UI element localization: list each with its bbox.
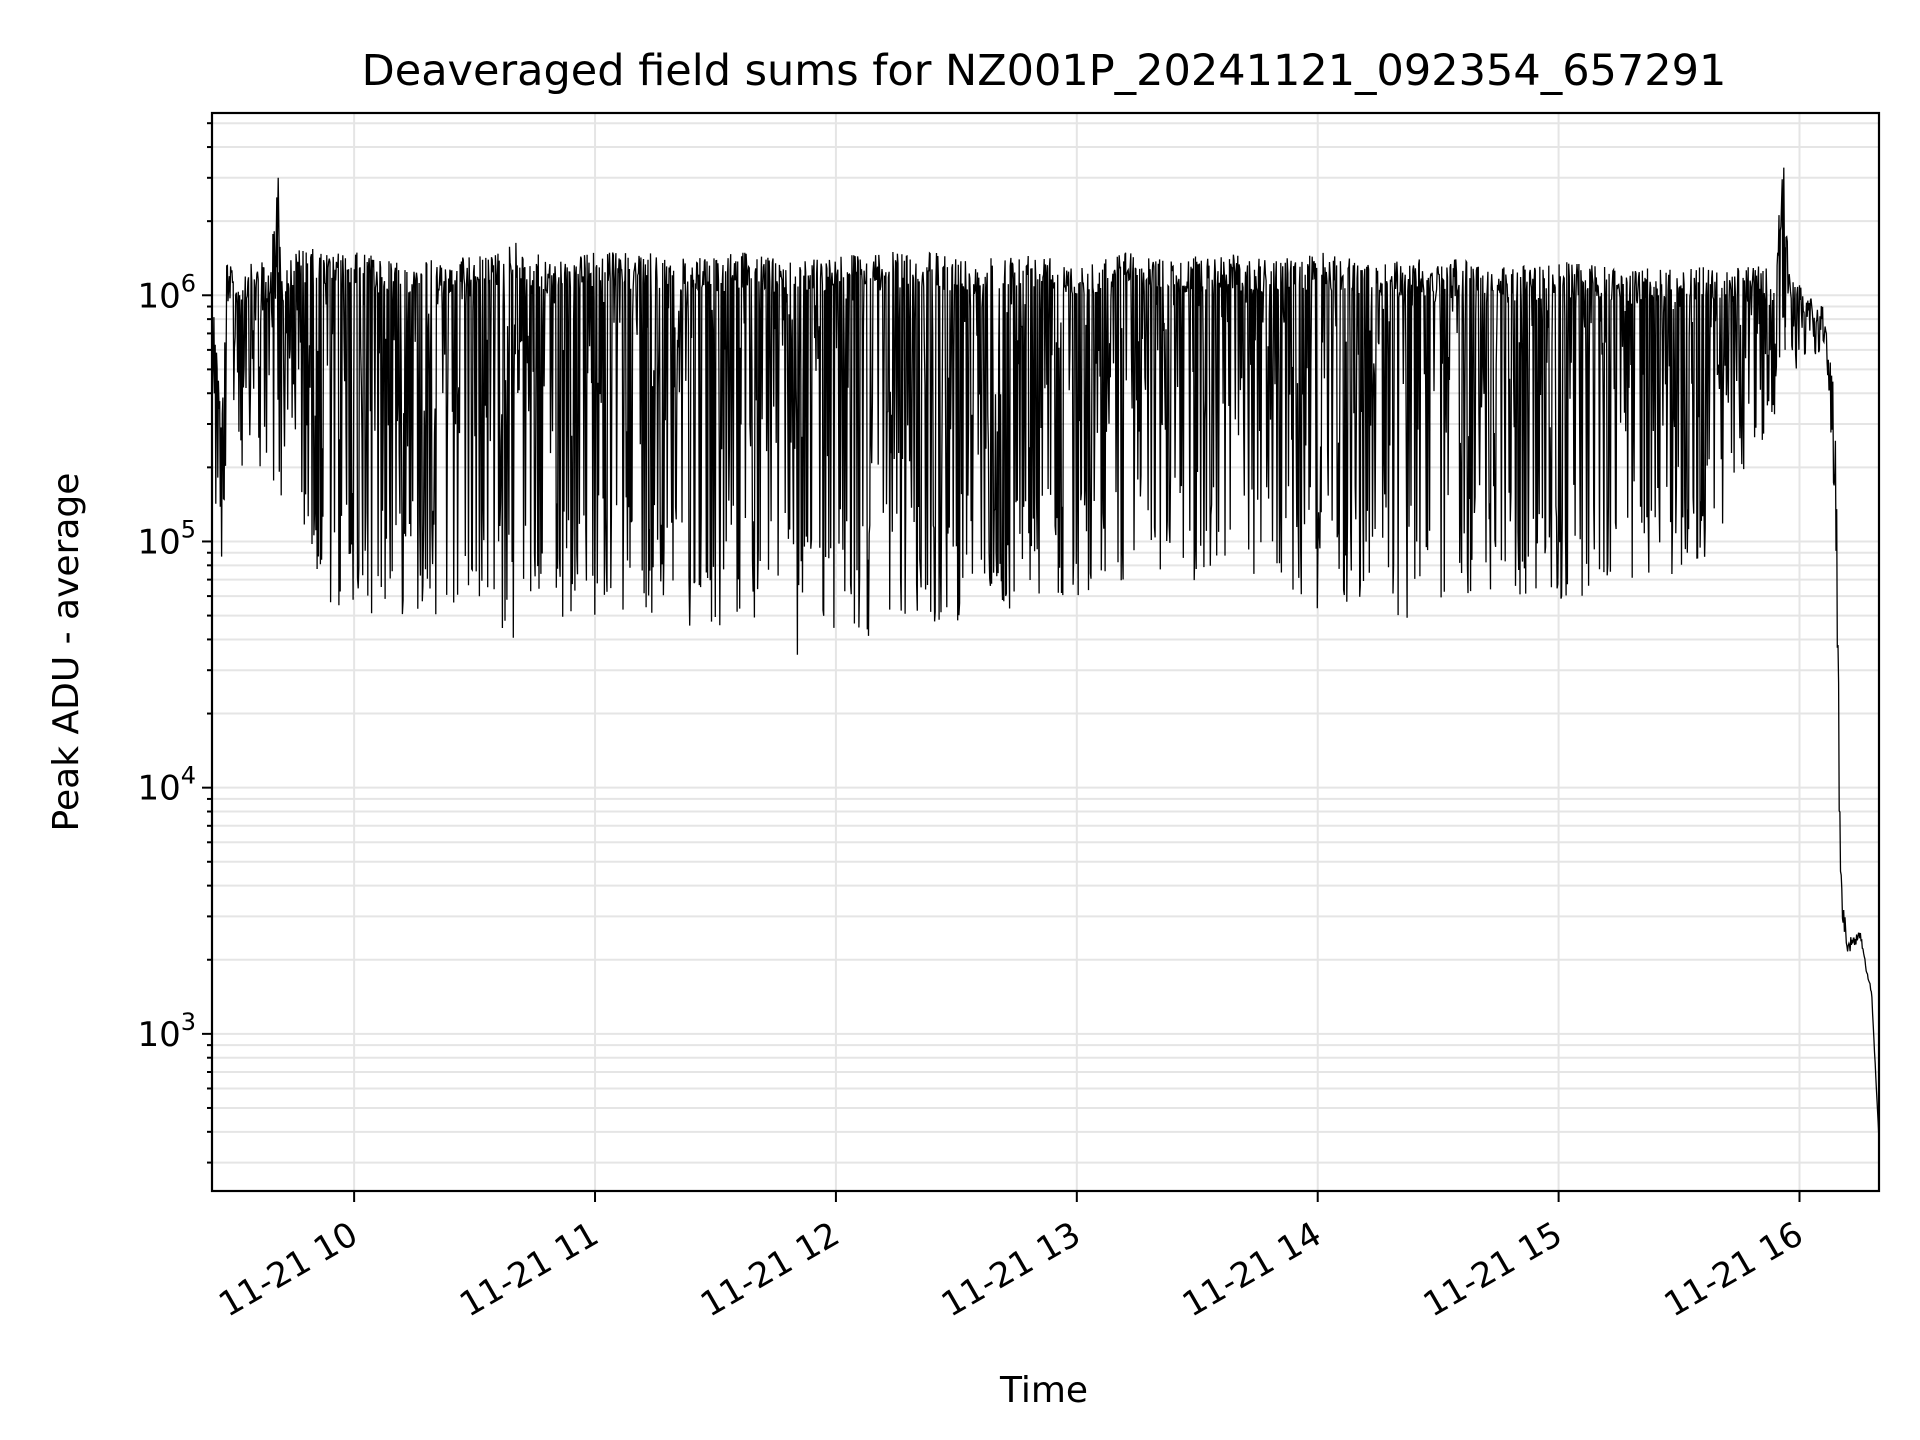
y-tick-label: 105 <box>137 515 196 562</box>
grid <box>212 113 1879 1191</box>
x-tick-label: 11-21 16 <box>1658 1214 1810 1325</box>
y-tick-label: 106 <box>137 269 196 316</box>
x-tick-label: 11-21 14 <box>1176 1214 1328 1325</box>
chart-title: Deaveraged field sums for NZ001P_2024112… <box>362 46 1727 96</box>
plot-frame <box>210 111 1881 1193</box>
x-tick-label: 11-21 12 <box>694 1214 846 1325</box>
x-axis: 11-21 10 11-21 11 11-21 12 11-21 13 11-21 14… <box>212 1191 1810 1325</box>
x-tick-label: 11-21 11 <box>453 1214 605 1325</box>
y-axis-label: Peak ADU - average <box>46 473 87 832</box>
x-tick-label: 11-21 10 <box>212 1214 364 1325</box>
y-axis: 103 104 105 106 <box>137 122 212 1164</box>
y-tick-label: 103 <box>137 1008 196 1055</box>
x-axis-label: Time <box>999 1370 1088 1411</box>
x-tick-label: 11-21 15 <box>1417 1214 1569 1325</box>
series-line <box>211 167 1880 1141</box>
data-series <box>211 167 1880 1141</box>
x-tick-label: 11-21 13 <box>935 1214 1087 1325</box>
y-tick-label: 104 <box>137 762 196 809</box>
